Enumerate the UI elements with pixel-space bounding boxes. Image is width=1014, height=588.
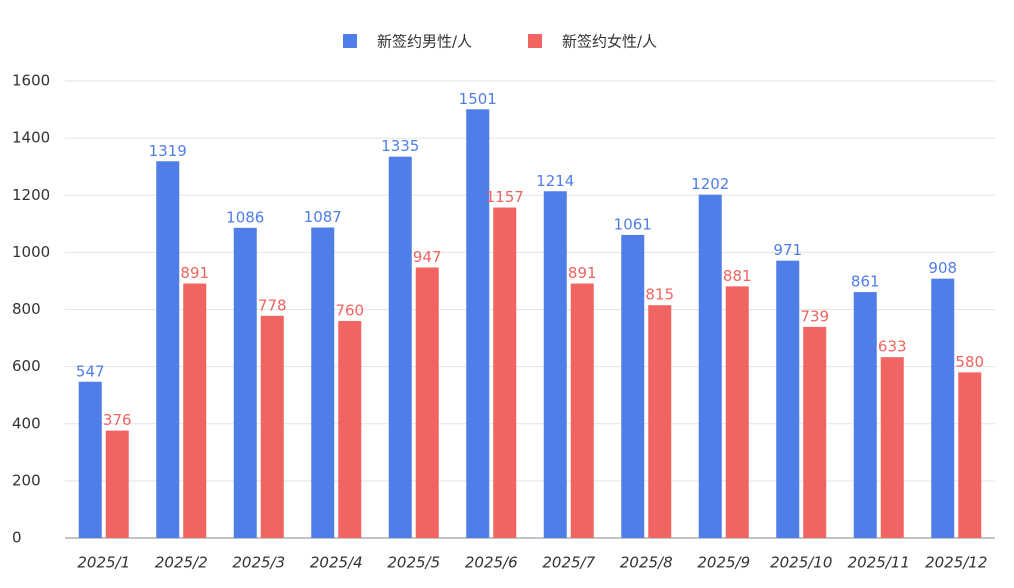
bar [338,320,362,538]
value-label: 881 [723,267,752,285]
legend-swatch [343,34,357,48]
bar [803,326,827,538]
legend-label: 新签约女性/人 [562,33,657,51]
bar [570,283,594,538]
x-tick-label: 2025/7 [542,554,595,572]
bar [78,381,102,538]
bar [466,109,490,538]
bar [156,161,180,538]
value-label: 580 [955,353,984,371]
bar [931,278,955,538]
value-label: 547 [76,362,105,380]
bar [725,286,749,538]
value-label: 760 [335,301,364,319]
bar [776,260,800,538]
y-tick-label: 600 [12,357,41,375]
value-label: 633 [878,338,907,356]
value-label: 1501 [459,90,497,108]
value-label: 908 [928,259,957,277]
y-tick-label: 400 [12,414,41,432]
value-label: 1087 [304,208,342,226]
y-tick-label: 800 [12,300,41,318]
bar [105,430,129,538]
legend-label: 新签约男性/人 [377,33,472,51]
x-tick-label: 2025/1 [77,554,130,572]
bar [880,357,904,538]
bar [853,292,877,538]
bar [183,283,207,538]
x-tick-label: 2025/3 [232,554,285,572]
value-label: 947 [413,248,442,266]
value-label: 1335 [381,137,419,155]
value-label: 739 [800,307,829,325]
value-label: 971 [773,241,802,259]
value-label: 1157 [486,188,524,206]
x-tick-label: 2025/6 [465,554,518,572]
value-label: 815 [645,286,674,304]
value-label: 1086 [226,208,264,226]
value-label: 1214 [536,172,574,190]
value-label: 891 [568,264,597,282]
bar [260,315,284,538]
x-tick-label: 2025/8 [620,554,673,572]
value-label: 376 [103,411,132,429]
legend-swatch [528,34,542,48]
bar [233,227,257,538]
x-tick-label: 2025/2 [155,554,208,572]
y-tick-label: 1200 [12,186,50,204]
value-label: 778 [258,296,287,314]
y-tick-label: 1600 [12,72,50,90]
x-tick-label: 2025/11 [848,554,910,572]
value-label: 1061 [614,215,652,233]
x-tick-label: 2025/9 [697,554,750,572]
value-label: 1202 [691,175,729,193]
bar [415,267,439,538]
bar [958,372,982,538]
bar [493,207,517,539]
y-tick-label: 1400 [12,129,50,147]
x-tick-label: 2025/10 [770,554,832,572]
bar [621,234,645,538]
y-tick-label: 0 [12,529,22,547]
bar [388,156,412,539]
value-label: 861 [851,273,880,291]
x-tick-label: 2025/5 [387,554,440,572]
bar [311,227,335,538]
y-tick-label: 1000 [12,243,50,261]
bar [543,191,567,538]
value-label: 891 [180,264,209,282]
bar [698,194,722,538]
y-tick-label: 200 [12,471,41,489]
value-label: 1319 [149,142,187,160]
x-tick-label: 2025/12 [925,554,987,572]
x-tick-label: 2025/4 [310,554,363,572]
bar [648,305,672,538]
